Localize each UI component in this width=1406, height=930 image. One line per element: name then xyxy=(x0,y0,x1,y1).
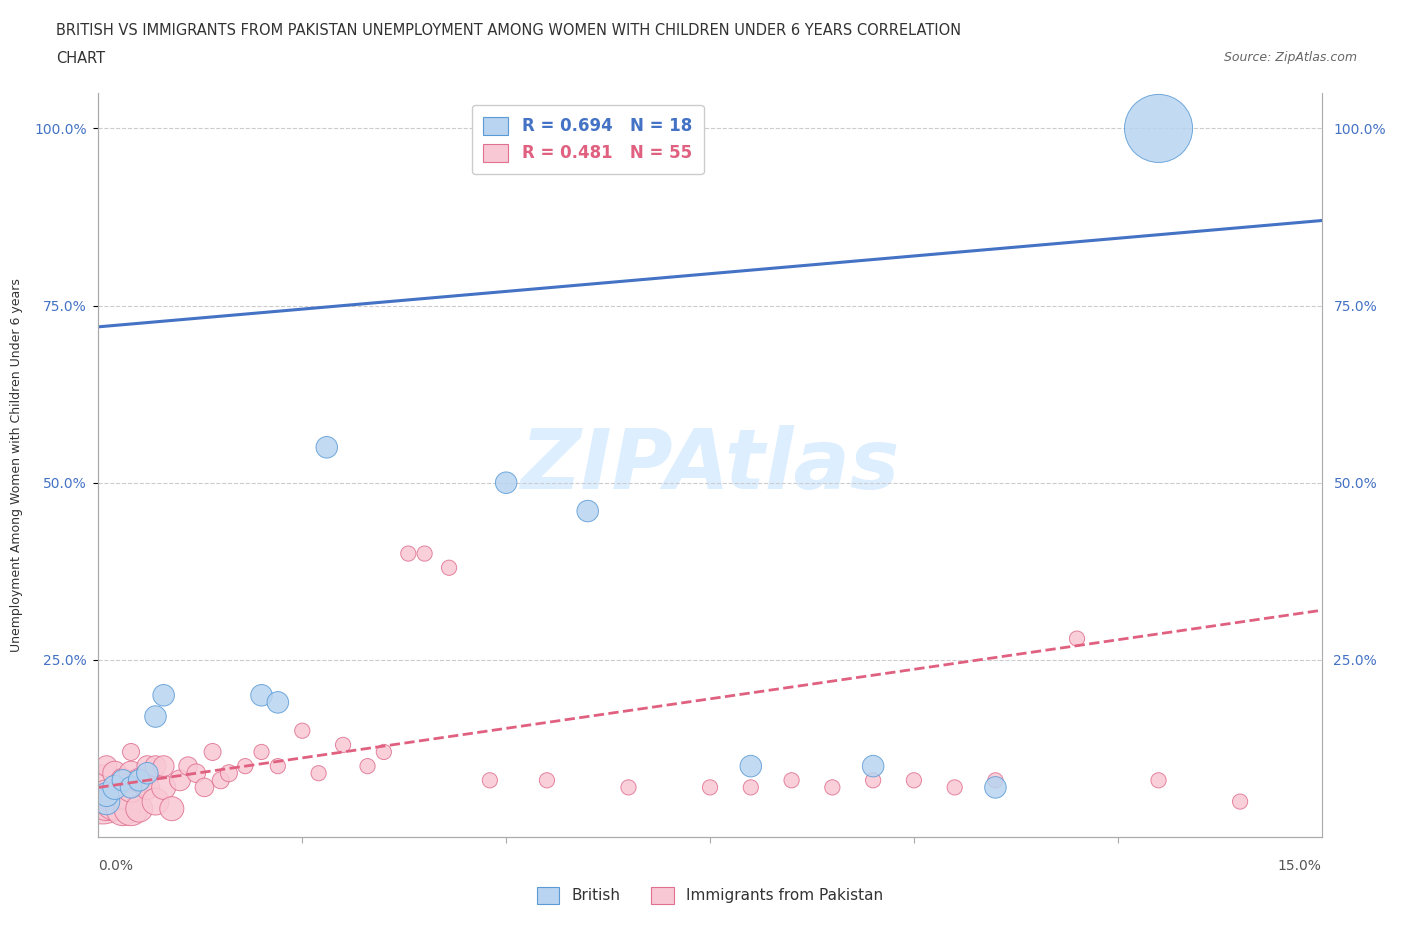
Point xyxy=(111,773,134,788)
Text: CHART: CHART xyxy=(56,51,105,66)
Point xyxy=(250,688,273,703)
Point xyxy=(315,440,337,455)
Point xyxy=(437,560,460,575)
Point xyxy=(1229,794,1251,809)
Point xyxy=(267,759,290,774)
Y-axis label: Unemployment Among Women with Children Under 6 years: Unemployment Among Women with Children U… xyxy=(10,278,22,652)
Text: 0.0%: 0.0% xyxy=(98,858,134,872)
Legend: British, Immigrants from Pakistan: British, Immigrants from Pakistan xyxy=(529,879,891,911)
Point xyxy=(104,787,127,802)
Point xyxy=(152,759,174,774)
Point xyxy=(617,780,640,795)
Point xyxy=(862,759,884,774)
Point xyxy=(267,695,290,710)
Point xyxy=(1147,121,1170,136)
Point xyxy=(120,745,142,760)
Text: Source: ZipAtlas.com: Source: ZipAtlas.com xyxy=(1223,51,1357,64)
Point xyxy=(128,773,150,788)
Point xyxy=(373,745,395,760)
Point xyxy=(145,709,167,724)
Point xyxy=(136,780,159,795)
Point xyxy=(96,787,118,802)
Point xyxy=(120,780,142,795)
Point xyxy=(96,759,118,774)
Point xyxy=(576,504,599,519)
Point xyxy=(943,780,966,795)
Point xyxy=(780,773,803,788)
Point xyxy=(136,765,159,780)
Point xyxy=(128,802,150,817)
Point xyxy=(91,787,114,802)
Point xyxy=(160,802,183,817)
Text: ZIPAtlas: ZIPAtlas xyxy=(520,424,900,506)
Point xyxy=(1147,773,1170,788)
Point xyxy=(821,780,844,795)
Point xyxy=(104,794,127,809)
Point xyxy=(536,773,558,788)
Point xyxy=(111,773,134,788)
Point xyxy=(984,773,1007,788)
Point xyxy=(218,765,240,780)
Point xyxy=(478,773,501,788)
Point xyxy=(96,794,118,809)
Point xyxy=(152,688,174,703)
Point xyxy=(740,759,762,774)
Point xyxy=(96,794,118,809)
Point xyxy=(396,546,419,561)
Point xyxy=(104,765,127,780)
Point xyxy=(120,780,142,795)
Point xyxy=(209,773,232,788)
Point xyxy=(145,759,167,774)
Point xyxy=(120,765,142,780)
Point xyxy=(145,794,167,809)
Point xyxy=(740,780,762,795)
Point xyxy=(1066,631,1088,646)
Point xyxy=(186,765,208,780)
Point xyxy=(250,745,273,760)
Point xyxy=(699,780,721,795)
Point xyxy=(136,759,159,774)
Point xyxy=(308,765,330,780)
Point xyxy=(903,773,925,788)
Point xyxy=(356,759,378,774)
Point xyxy=(169,773,191,788)
Point xyxy=(201,745,224,760)
Point xyxy=(233,759,256,774)
Point xyxy=(193,780,215,795)
Point xyxy=(291,724,314,738)
Point xyxy=(111,787,134,802)
Point xyxy=(128,773,150,788)
Point xyxy=(413,546,436,561)
Point xyxy=(984,780,1007,795)
Point xyxy=(96,787,118,802)
Point xyxy=(152,780,174,795)
Point xyxy=(495,475,517,490)
Point xyxy=(332,737,354,752)
Text: 15.0%: 15.0% xyxy=(1278,858,1322,872)
Point xyxy=(862,773,884,788)
Point xyxy=(111,802,134,817)
Point xyxy=(120,802,142,817)
Text: BRITISH VS IMMIGRANTS FROM PAKISTAN UNEMPLOYMENT AMONG WOMEN WITH CHILDREN UNDER: BRITISH VS IMMIGRANTS FROM PAKISTAN UNEM… xyxy=(56,23,962,38)
Point xyxy=(177,759,200,774)
Point xyxy=(104,780,127,795)
